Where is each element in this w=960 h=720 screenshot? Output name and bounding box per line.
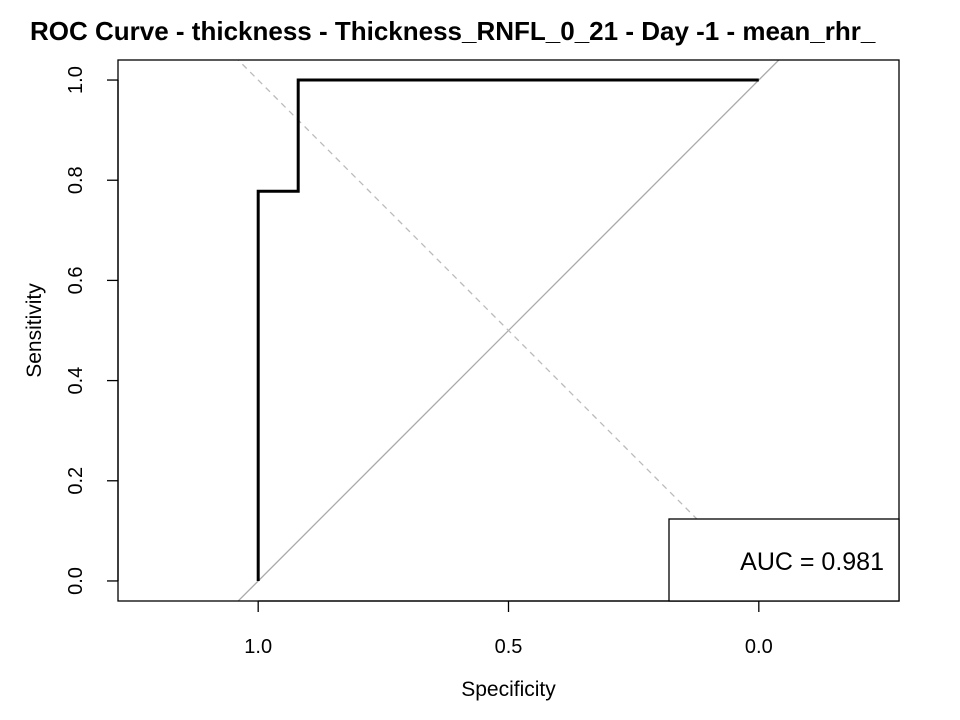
y-axis-label: Sensitivity bbox=[23, 283, 46, 378]
chart-title: ROC Curve - thickness - Thickness_RNFL_0… bbox=[30, 16, 876, 46]
x-tick-label: 0.5 bbox=[495, 636, 523, 658]
auc-label: AUC = 0.981 bbox=[740, 548, 884, 576]
x-axis-label: Specificity bbox=[461, 678, 556, 701]
plot-frame bbox=[117, 59, 900, 602]
y-tick-label: 0.8 bbox=[65, 166, 87, 194]
axes: 1.0 0.5 0.0 0.0 0.2 0.4 0.6 0.8 1.0 bbox=[65, 66, 773, 658]
reference-dashed-line bbox=[237, 60, 780, 601]
y-tick-label: 0.6 bbox=[65, 267, 87, 295]
roc-curve-line bbox=[256, 78, 759, 581]
x-tick-label: 1.0 bbox=[244, 636, 272, 658]
x-tick-label: 0.0 bbox=[745, 636, 773, 658]
legend-box: AUC = 0.981 bbox=[668, 518, 900, 602]
y-tick-label: 0.2 bbox=[65, 467, 87, 495]
y-tick-label: 0.4 bbox=[65, 367, 87, 395]
y-tick-label: 0.0 bbox=[65, 567, 87, 595]
legend-border bbox=[668, 518, 900, 602]
y-tick-label: 1.0 bbox=[65, 66, 87, 94]
plot-lines bbox=[237, 60, 780, 601]
